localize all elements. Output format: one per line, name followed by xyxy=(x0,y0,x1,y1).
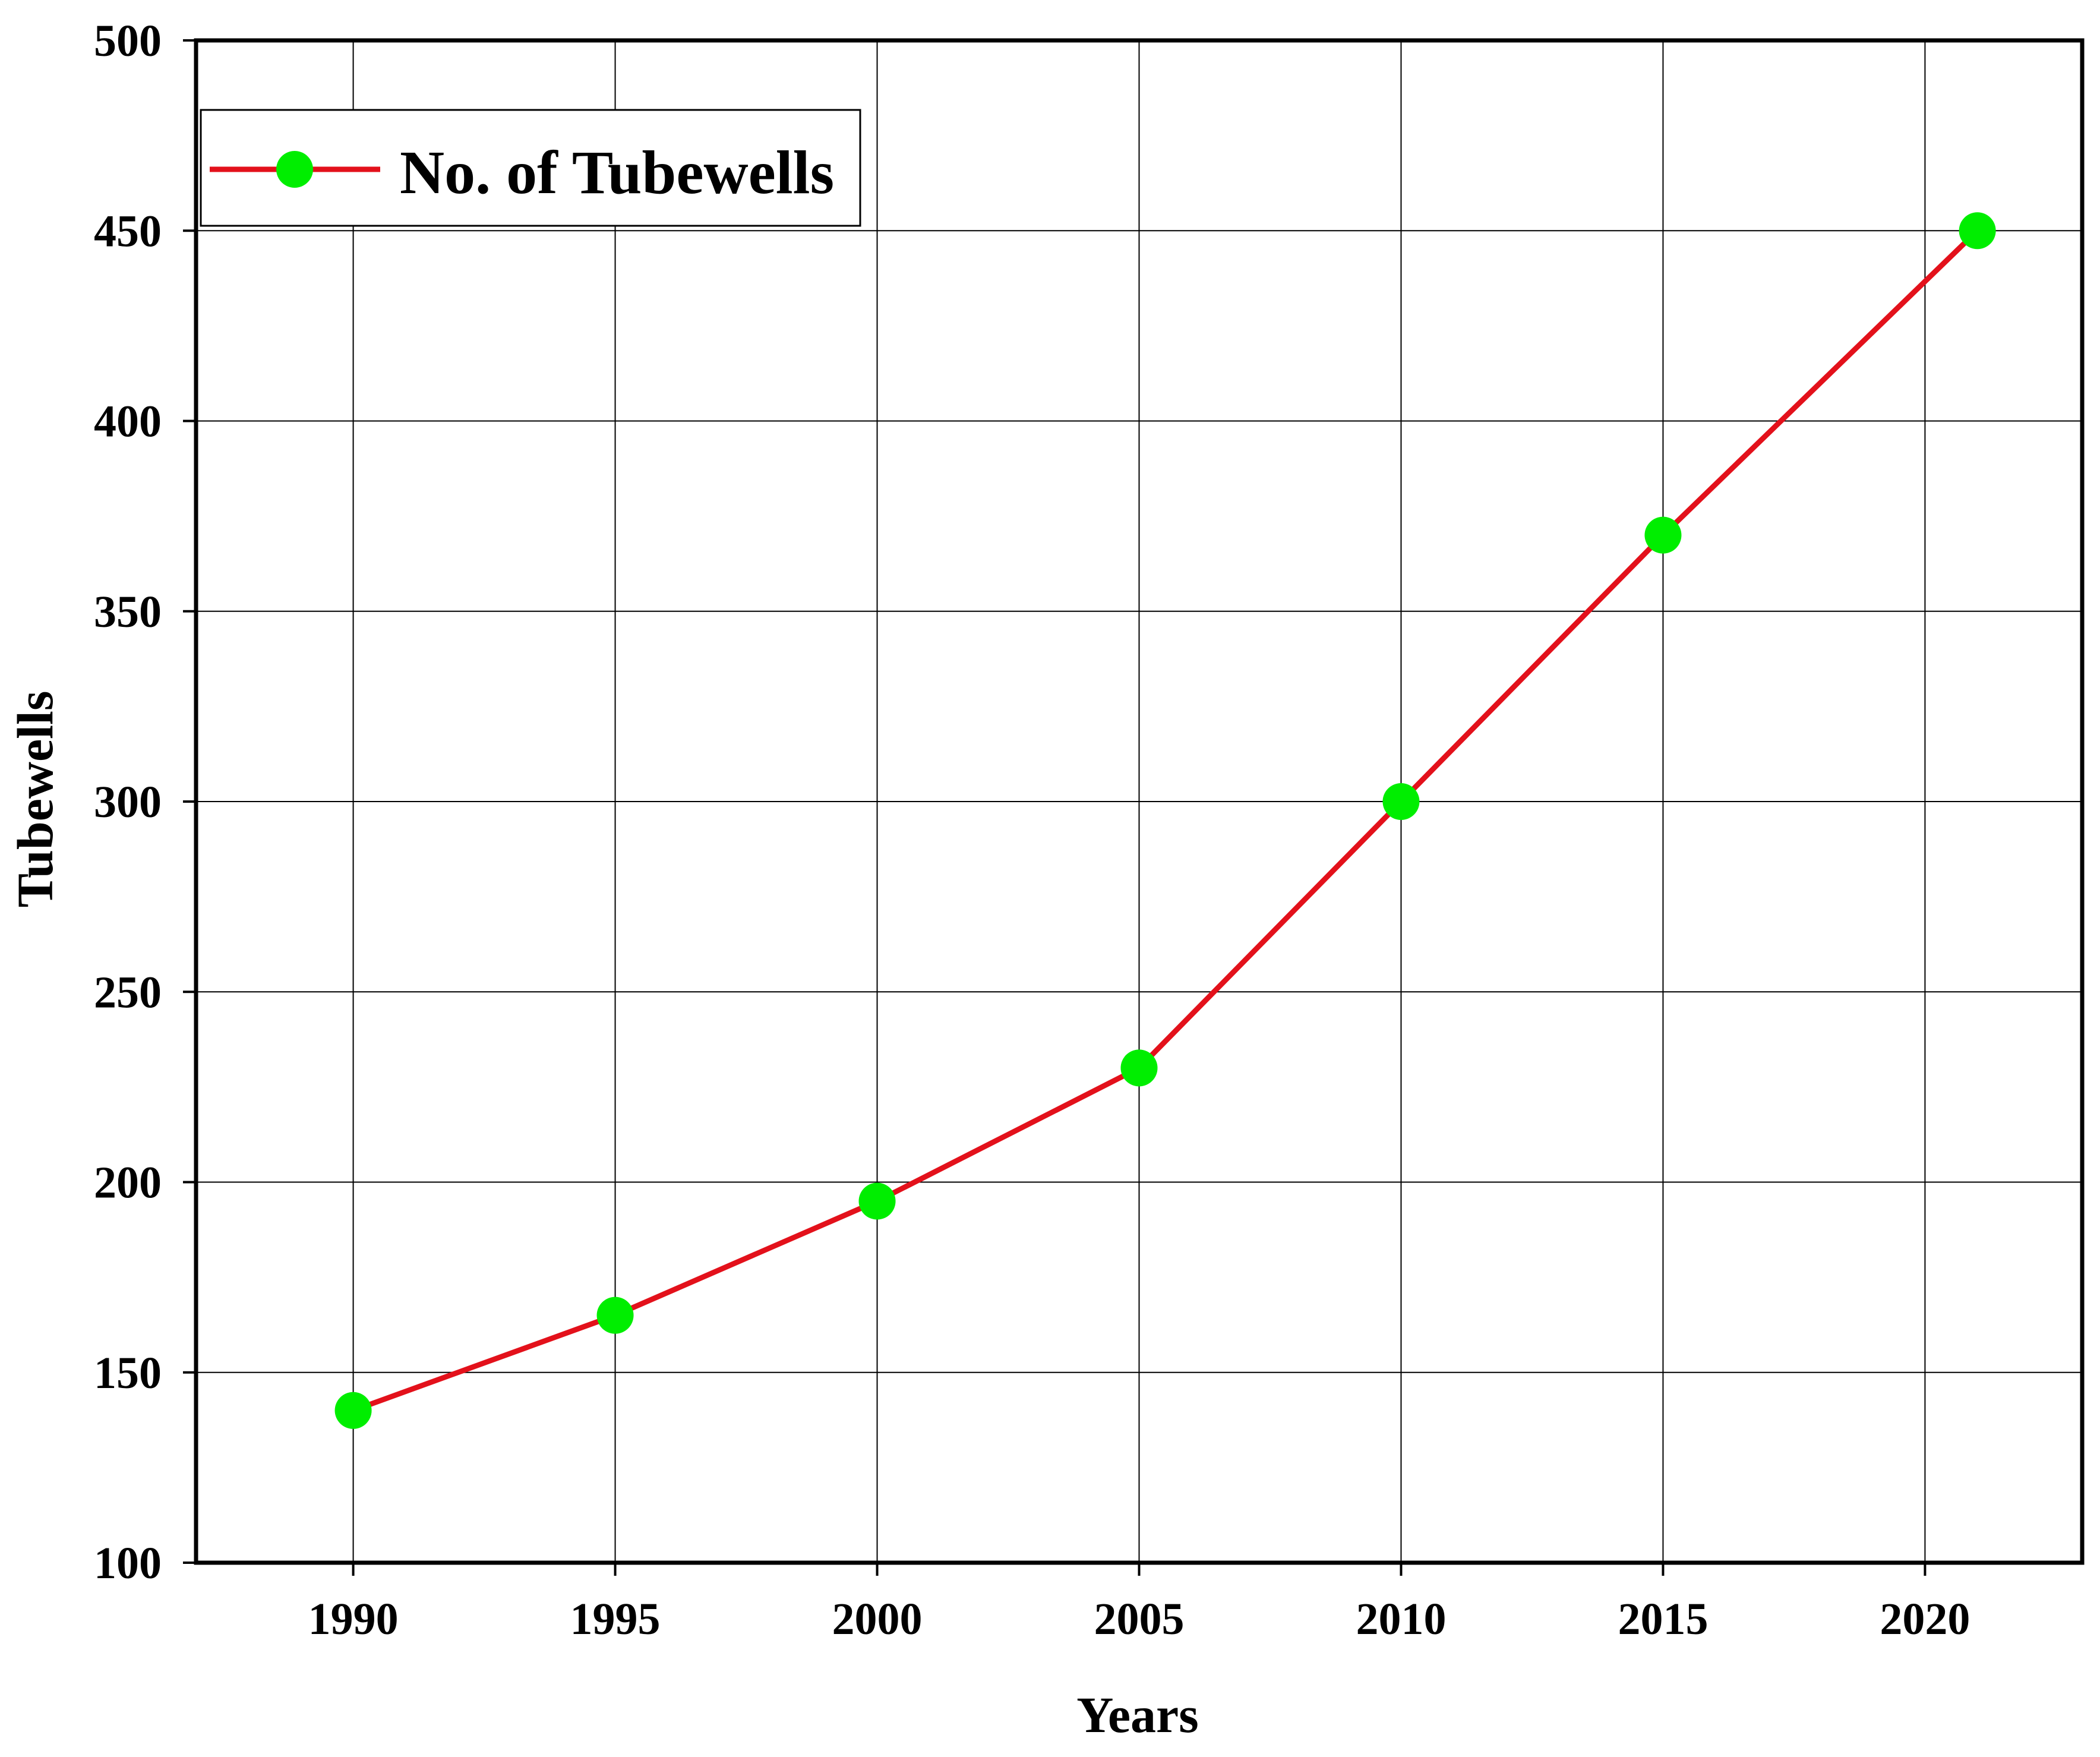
data-point xyxy=(1644,516,1682,554)
x-tick-label: 2015 xyxy=(1618,1594,1708,1644)
data-point xyxy=(334,1392,372,1429)
x-tick-label: 1995 xyxy=(570,1594,661,1644)
data-point xyxy=(1120,1049,1158,1087)
legend-label: No. of Tubewells xyxy=(400,138,834,207)
data-series xyxy=(334,212,1996,1429)
x-axis-title: Years xyxy=(1076,1686,1198,1743)
x-tick-label: 2000 xyxy=(832,1594,923,1644)
y-tick-label: 150 xyxy=(94,1348,162,1398)
data-point xyxy=(1959,212,1996,250)
y-tick-label: 200 xyxy=(94,1158,162,1208)
data-point xyxy=(858,1182,896,1220)
y-tick-label: 300 xyxy=(94,777,162,827)
y-tick-label: 350 xyxy=(94,587,162,637)
x-tick-label: 2005 xyxy=(1094,1594,1185,1644)
x-tick-label: 2010 xyxy=(1356,1594,1446,1644)
y-tick-label: 250 xyxy=(94,967,162,1017)
x-tick-label: 2020 xyxy=(1880,1594,1970,1644)
grid-lines xyxy=(196,40,2082,1563)
y-tick-label: 400 xyxy=(94,397,162,447)
legend-marker-swatch xyxy=(276,151,313,188)
y-tick-label: 100 xyxy=(94,1538,162,1588)
data-point xyxy=(1382,783,1420,820)
series-line xyxy=(350,228,1981,1414)
x-tick-label: 1990 xyxy=(308,1594,399,1644)
data-point xyxy=(596,1297,634,1334)
y-tick-label: 500 xyxy=(94,16,162,66)
axes: 1990 1995 2000 2005 2010 2015 2020 100 150 200 250… xyxy=(94,16,2085,1644)
y-tick-label: 450 xyxy=(94,206,162,256)
y-axis-title: Tubewells xyxy=(7,691,64,908)
legend: No. of Tubewells xyxy=(200,109,861,227)
